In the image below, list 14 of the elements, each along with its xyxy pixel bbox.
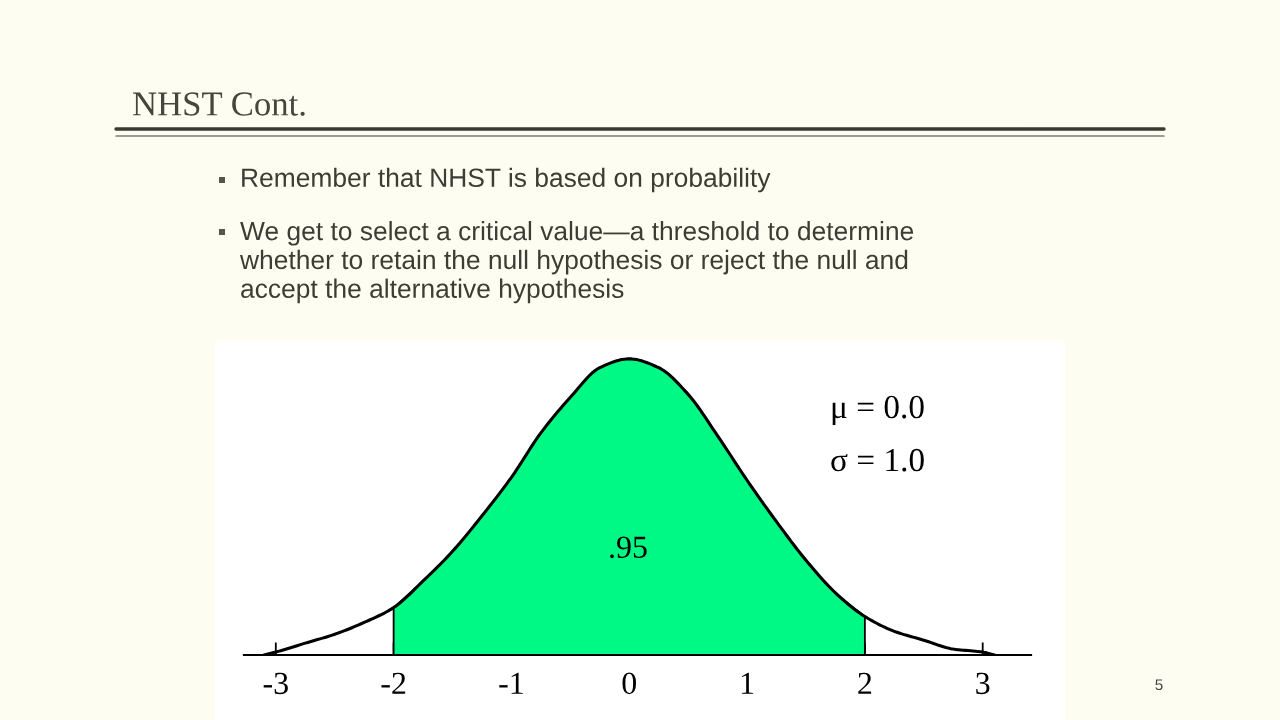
x-tick-label: -3: [263, 672, 288, 695]
x-tick-label: 1: [741, 672, 754, 694]
text: 5: [1155, 679, 1163, 691]
text: Remember that NHST is based on probability: [242, 167, 771, 193]
annotation: .95: [610, 536, 647, 559]
x-tick-label: 2: [858, 672, 872, 694]
text: We get to select a critical value—a threshold to determine whether to retain the null hypothesis or reject the null and accept the alternative hypothesis: [239, 221, 914, 304]
x-tick-label: 0: [622, 672, 637, 695]
x-tick-label: 3: [976, 672, 990, 695]
chart-title: NHST Cont.: [133, 92, 305, 116]
x-tick-label: -2: [381, 672, 406, 694]
x-tick-label: -1: [499, 672, 523, 694]
annotation: μ = 0.0: [832, 395, 924, 426]
annotation: σ = 1.0: [831, 448, 924, 472]
